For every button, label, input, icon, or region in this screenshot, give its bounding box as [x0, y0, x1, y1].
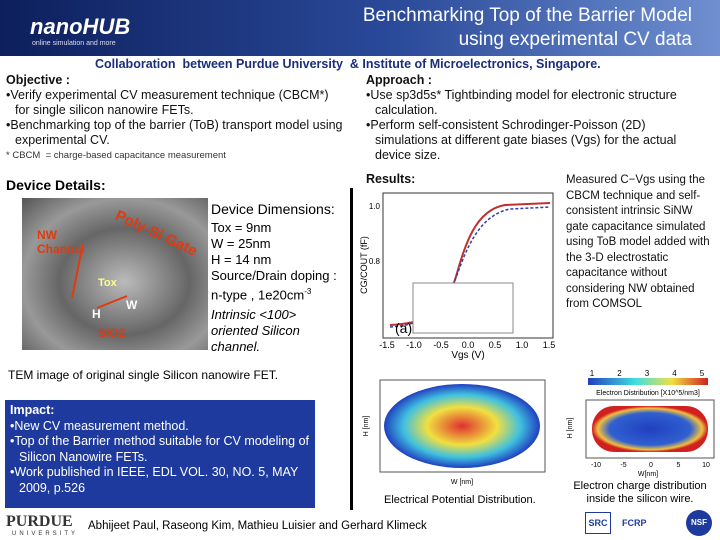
item: Top of the Barrier method suitable for C…	[10, 434, 310, 465]
x-tick-label: -5	[620, 462, 626, 469]
potential-map	[384, 384, 540, 468]
dims: Tox = 9nm W = 25nm H = 14 nm Source/Drai…	[211, 220, 337, 303]
x-label: W [nm]	[451, 479, 473, 486]
colorbar-label: 4	[672, 369, 677, 378]
doping: n-type , 1e20cm	[211, 287, 305, 303]
item: Perform self-consistent Schrodinger-Pois…	[366, 118, 696, 163]
x-tick-label: 5	[677, 462, 681, 469]
charge-caption: Electron charge distribution inside the …	[573, 480, 707, 505]
impact: Impact: New CV measurement method. Top o…	[10, 403, 310, 496]
device-heading: Device Details:	[6, 177, 106, 193]
logo: nanoHUB	[30, 14, 131, 39]
x-tick-label: 0.0	[462, 340, 475, 350]
logo-sub: online simulation and more	[32, 40, 116, 47]
item: Work published in IEEE, EDL VOL. 30, NO.…	[10, 465, 310, 496]
nsf-logo: NSF	[686, 510, 712, 536]
title: Benchmarking Top of the Barrier Model us…	[363, 4, 692, 52]
dim: H = 14 nm	[211, 252, 272, 267]
university: UNIVERSITY	[12, 531, 79, 537]
tem-label: SiO2	[98, 326, 126, 340]
x-tick-label: 1.5	[543, 340, 556, 350]
fcrp-logo: FCRP	[622, 518, 647, 528]
purdue: PURDUE	[6, 513, 73, 530]
y-label: H [nm]	[567, 418, 574, 439]
colorbar	[588, 378, 708, 385]
objective: Objective : Verify experimental CV measu…	[6, 73, 346, 163]
arrow	[96, 295, 128, 309]
legend-box	[412, 282, 514, 334]
y-label: H [nm]	[363, 416, 370, 437]
x-tick-label: -0.5	[433, 340, 449, 350]
x-tick-label: -1.0	[406, 340, 422, 350]
tem-label: Tox	[98, 277, 117, 289]
collaboration: Collaboration between Purdue University …	[95, 57, 601, 71]
x-tick-label: -1.5	[379, 340, 395, 350]
item: Use sp3d5s* Tightbinding model for elect…	[366, 88, 696, 118]
x-tick-label: 1.0	[516, 340, 529, 350]
potential-caption: Electrical Potential Distribution.	[384, 494, 536, 506]
y-label: CG/COUT (fF)	[359, 236, 369, 294]
colorbar-label: 3	[645, 369, 650, 378]
x-tick-label: 0	[649, 462, 653, 469]
item: Verify experimental CV measurement techn…	[6, 88, 346, 118]
charge-map	[592, 406, 708, 452]
title-line: Benchmarking Top of the Barrier Model	[362, 5, 692, 26]
footnote: * CBCM = charge-based capacitance measur…	[6, 150, 226, 161]
dim: Tox = 9nm	[211, 220, 272, 235]
tem-label: W	[126, 298, 138, 312]
tem-caption: TEM image of original single Silicon nan…	[8, 368, 279, 382]
x-label: W[nm]	[638, 471, 658, 478]
arrow	[71, 247, 83, 299]
x-tick-label: 10	[702, 462, 710, 469]
item: Benchmarking top of the barrier (ToB) tr…	[6, 118, 346, 148]
dim: W = 25nm	[211, 236, 271, 251]
approach: Approach : Use sp3d5s* Tightbinding mode…	[366, 73, 696, 163]
tem-label: H	[92, 307, 101, 321]
colorbar-label: 1	[590, 369, 595, 378]
plot-title: Electron Distribution [X10^5/nm3]	[596, 390, 700, 397]
x-label: Vgs (V)	[451, 350, 484, 360]
heading: Approach :	[366, 73, 432, 87]
results-note: Measured C−Vgs using the CBCM technique …	[566, 174, 710, 310]
potential-plot: W [nm] H [nm]	[363, 379, 546, 486]
title-line: using experimental CV data	[458, 29, 692, 50]
x-tick-label: 0.5	[489, 340, 502, 350]
y-tick-label: 1.0	[369, 202, 381, 211]
curve	[389, 206, 551, 328]
authors: Abhijeet Paul, Raseong Kim, Mathieu Luis…	[88, 520, 427, 532]
cv-plot: -1.5 -1.0 -0.5 0.0 0.5 1.0 1.5 1.0 0.8 (a) Vgs (…	[359, 192, 556, 360]
header-bar	[0, 0, 720, 56]
y-tick-label: 0.8	[369, 257, 381, 266]
tem-label: NW Channel	[37, 228, 85, 256]
x-tick-label: -10	[591, 462, 601, 469]
src-logo: SRC	[585, 512, 611, 534]
tem-arrows	[71, 247, 128, 309]
results-heading: Results:	[366, 172, 416, 186]
heading: Objective :	[6, 73, 70, 87]
divider	[350, 188, 353, 510]
colorbar-label: 5	[700, 369, 705, 378]
tem-image	[22, 198, 208, 350]
dim: Source/Drain doping :	[211, 268, 337, 283]
colorbar-label: 2	[617, 369, 622, 378]
dims-heading: Device Dimensions:	[211, 201, 335, 217]
panel-label: (a)	[395, 320, 412, 336]
heading: Impact:	[10, 403, 55, 417]
item: New CV measurement method.	[10, 419, 310, 435]
doping-sup: -3	[304, 287, 312, 296]
orientation: Intrinsic <100> oriented Silicon channel…	[211, 307, 300, 354]
